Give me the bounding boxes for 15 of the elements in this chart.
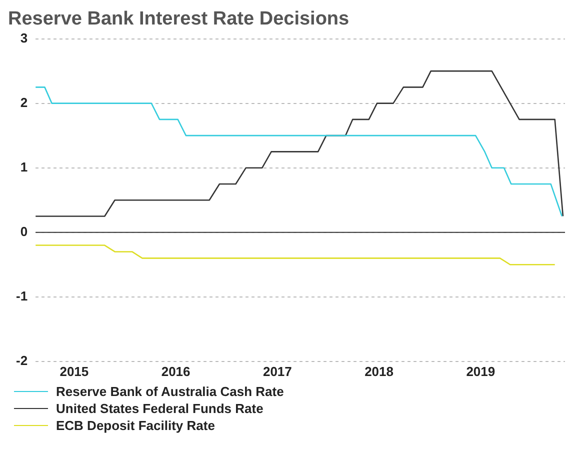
x-tick-label: 2018 — [364, 364, 394, 379]
legend-label: Reserve Bank of Australia Cash Rate — [56, 384, 284, 399]
legend-label: United States Federal Funds Rate — [56, 401, 264, 416]
y-tick-label: 0 — [20, 224, 28, 239]
x-tick-label: 2019 — [466, 364, 496, 379]
x-tick-label: 2015 — [60, 364, 89, 379]
chart-title: Reserve Bank Interest Rate Decisions — [8, 8, 350, 30]
x-tick-label: 2016 — [161, 364, 190, 379]
y-tick-label: 2 — [20, 94, 28, 110]
y-tick-label: -2 — [16, 352, 28, 368]
x-tick-label: 2017 — [262, 364, 292, 379]
y-tick-label: -1 — [16, 288, 28, 304]
y-tick-label: 1 — [20, 159, 28, 174]
legend-label: ECB Deposit Facility Rate — [56, 418, 215, 433]
y-tick-label: 3 — [20, 30, 28, 46]
